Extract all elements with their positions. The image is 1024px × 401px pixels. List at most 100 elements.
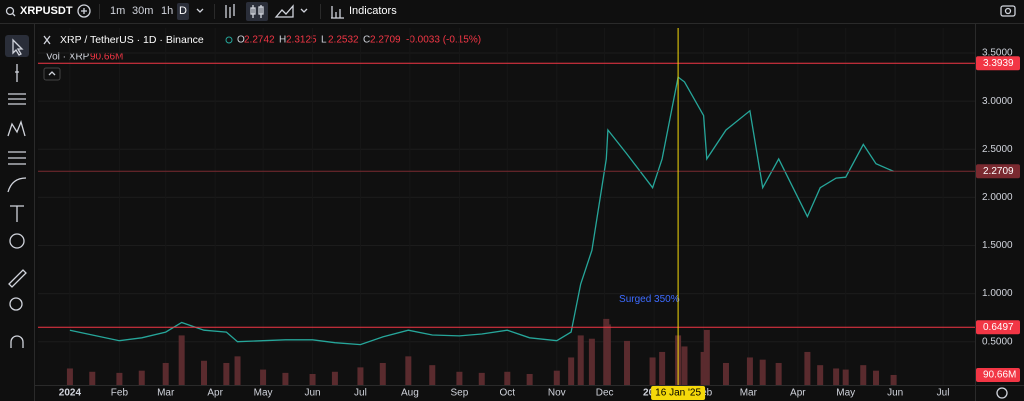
volume-bar	[588, 338, 595, 385]
pattern-tool[interactable]	[7, 119, 26, 137]
annotation: Surged 350%	[619, 294, 680, 305]
volume-bar	[201, 360, 208, 385]
line-tool[interactable]	[15, 64, 19, 82]
volume-tag	[976, 368, 1020, 383]
volume-bar	[873, 370, 880, 385]
interval-dropdown[interactable]	[196, 8, 204, 13]
plot	[38, 28, 975, 385]
price-tag	[976, 320, 1020, 335]
volume-bar	[833, 368, 840, 385]
interval-button[interactable]: D	[179, 5, 187, 17]
cursor-tool[interactable]	[12, 38, 24, 56]
volume-bar	[309, 373, 316, 385]
y-tick-label: 1.5000	[982, 240, 1013, 251]
style-dropdown[interactable]	[300, 8, 308, 13]
x-tick-label: Oct	[500, 388, 516, 399]
interval-button[interactable]: 1m	[110, 5, 125, 17]
volume-bar	[260, 369, 267, 385]
x-tick-label: Aug	[401, 388, 419, 399]
volume-bar	[456, 371, 463, 385]
volume-value: 90.66M	[90, 52, 123, 63]
ohlc-legend: O 2.2742 H 2.3125 L 2.2532 C 2.2709	[237, 35, 401, 46]
price-tag-label: 3.3939	[983, 58, 1014, 69]
volume-bar	[659, 351, 666, 385]
volume-bar	[234, 356, 241, 385]
candle-icon	[258, 6, 264, 15]
active-tool-bg	[5, 35, 29, 57]
legend-title: XRP / TetherUS · 1D · Binance	[60, 34, 204, 46]
volume-bar	[568, 357, 575, 385]
settings-button[interactable]	[996, 387, 1008, 399]
x-tick-label: Sep	[451, 388, 469, 399]
symbol[interactable]: XRPUSDT	[20, 5, 73, 17]
brush-tool[interactable]	[7, 177, 27, 193]
bars-style[interactable]	[225, 4, 235, 18]
legend-change: -0.0033 (-0.15%)	[406, 35, 481, 46]
price-line	[69, 75, 894, 346]
volume-bar	[775, 362, 782, 385]
volume-bar	[681, 346, 688, 385]
interval-button[interactable]: 30m	[132, 5, 153, 17]
volume-bar	[89, 371, 96, 385]
volume-bar	[649, 357, 656, 385]
zoom-tool[interactable]	[9, 297, 23, 311]
x-tick-label: Jun	[887, 388, 903, 399]
ohlc-key: O	[237, 35, 245, 46]
x-tick-label: Jul	[937, 388, 950, 399]
volume-bar	[178, 335, 185, 385]
x-tick-label: Apr	[207, 388, 223, 399]
symbol-search[interactable]: XRPUSDT	[5, 5, 73, 17]
ohlc-value: 2.3125	[286, 35, 317, 46]
collapse-arrow	[48, 71, 56, 76]
volume-bar	[860, 365, 867, 385]
volume-bar	[223, 362, 230, 385]
prediction-tool[interactable]	[8, 151, 26, 165]
crosshair-label: 16 Jan '25	[655, 388, 701, 399]
collapse-legend[interactable]	[43, 35, 51, 45]
volume-bar	[405, 356, 412, 385]
screenshot-button[interactable]	[1000, 5, 1016, 17]
volume-bar	[282, 372, 289, 385]
volume-bar	[357, 367, 364, 385]
magnet-tool[interactable]	[10, 335, 24, 348]
x-tick-label: 2024	[59, 388, 82, 399]
interval-button[interactable]: 1h	[161, 5, 173, 17]
volume-bar	[66, 368, 73, 385]
x-tick-label: Mar	[157, 388, 175, 399]
ohlc-key: C	[363, 35, 370, 46]
volume-bar	[746, 357, 753, 385]
volume-bar	[604, 324, 611, 385]
x-tick-label: Dec	[596, 388, 614, 399]
fib-tool[interactable]	[8, 93, 26, 105]
area-style[interactable]	[274, 4, 294, 18]
collapse-button[interactable]	[43, 67, 61, 81]
emoji-tool[interactable]	[9, 233, 25, 249]
volume-bar	[379, 362, 386, 385]
ohlc-key: H	[279, 35, 286, 46]
x-tick-label: Feb	[111, 388, 129, 399]
x-tick-label: Mar	[740, 388, 758, 399]
volume-bar	[624, 340, 631, 385]
volume-bar	[817, 365, 824, 385]
ruler-tool[interactable]	[8, 269, 27, 288]
volume-bar	[577, 335, 584, 385]
price-tag	[976, 164, 1020, 179]
active-interval-bg	[177, 3, 189, 20]
volume-bar	[804, 351, 811, 385]
add-symbol[interactable]	[77, 4, 91, 18]
volume-bar	[116, 372, 123, 385]
volume-bar	[429, 365, 436, 385]
volume-bar	[526, 373, 533, 385]
price-tag-label: 2.2709	[983, 166, 1014, 177]
y-tick-label: 3.0000	[982, 96, 1013, 107]
plot-area	[38, 28, 975, 385]
x-tick-label: Jun	[304, 388, 320, 399]
x-tick-label: Jul	[354, 388, 367, 399]
volume-bar	[759, 359, 766, 385]
text-tool[interactable]	[10, 205, 24, 222]
indicators-button[interactable]: Indicators	[349, 5, 397, 17]
volume-bar	[478, 372, 485, 385]
y-tick-label: 2.5000	[982, 144, 1013, 155]
y-tick-label: 2.0000	[982, 192, 1013, 203]
indicators-icon[interactable]	[331, 6, 344, 19]
